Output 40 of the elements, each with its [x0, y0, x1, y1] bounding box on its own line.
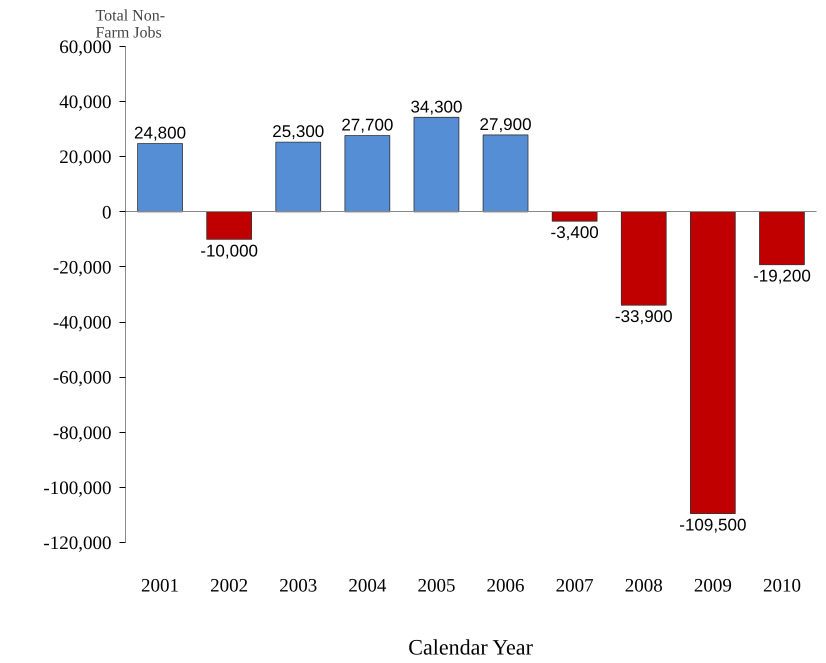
x-tick-label: 2007: [556, 576, 594, 596]
bar: [759, 211, 805, 266]
data-label: -19,200: [753, 266, 811, 286]
data-label: -10,000: [200, 241, 258, 260]
y-tick-label: -40,000: [52, 312, 112, 334]
bar: [552, 211, 598, 222]
data-label: 27,700: [341, 116, 394, 135]
y-tick-label: 0: [102, 202, 112, 224]
bar: [137, 143, 183, 212]
bar: [206, 211, 252, 240]
x-tick-label: 2004: [348, 576, 387, 596]
bar: [275, 142, 322, 212]
data-label: -33,900: [614, 307, 673, 326]
bar: [344, 135, 390, 212]
x-tick-label: 2002: [210, 576, 248, 596]
data-label: -109,500: [679, 516, 746, 535]
y-tick-label: -100,000: [43, 478, 112, 499]
x-tick-label: 2003: [279, 576, 318, 596]
x-tick-label: 2001: [141, 576, 180, 596]
y-tick-label: -80,000: [52, 422, 112, 444]
bar: [690, 211, 736, 514]
y-tick-label: 20,000: [59, 147, 112, 168]
x-tick-label: 2009: [694, 576, 732, 596]
bar: [482, 134, 528, 212]
data-label: 24,800: [134, 123, 186, 142]
bar: [414, 116, 460, 212]
data-label: 25,300: [272, 122, 324, 142]
data-label: 34,300: [410, 97, 462, 116]
data-label: 27,900: [480, 114, 532, 134]
x-tick-label: 2010: [762, 576, 801, 596]
y-tick-label: 40,000: [59, 92, 112, 114]
y-tick-label: -20,000: [52, 257, 112, 278]
y-tick-label: -60,000: [52, 368, 112, 389]
x-tick-label: 2005: [417, 576, 456, 596]
bar: [620, 211, 667, 306]
x-tick-label: 2008: [624, 576, 663, 596]
x-tick-label: 2006: [486, 576, 525, 596]
x-axis-title: Calendar Year: [408, 634, 534, 660]
data-label: -3,400: [550, 223, 599, 242]
y-tick-label: -120,000: [43, 533, 112, 554]
